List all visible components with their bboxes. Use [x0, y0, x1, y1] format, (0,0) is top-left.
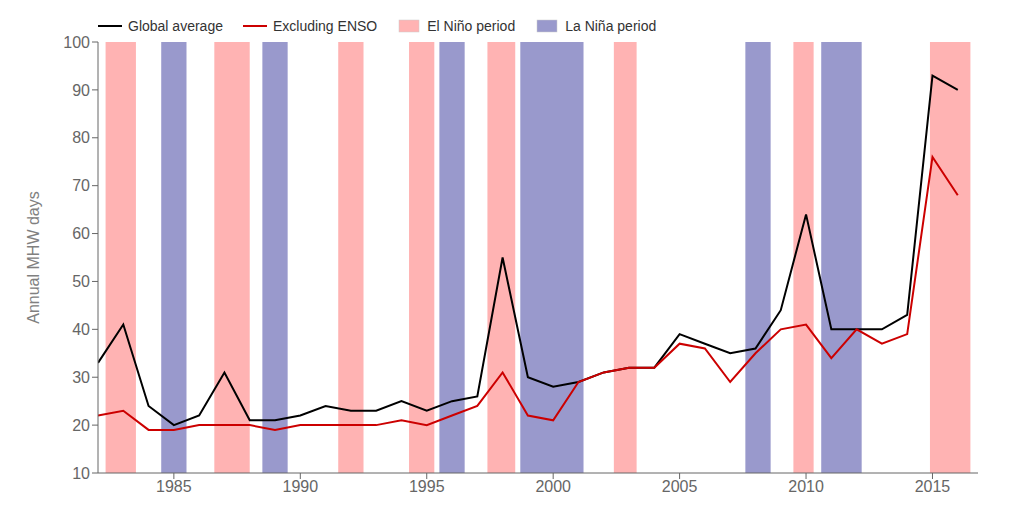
html-text:La Niña period: La Niña period [565, 18, 657, 34]
svg-text:60: 60 [72, 225, 90, 242]
svg-text:1985: 1985 [156, 478, 192, 495]
svg-text:2000: 2000 [535, 478, 571, 495]
svg-text:50: 50 [72, 273, 90, 290]
html-text:El Niño period: El Niño period [427, 18, 516, 34]
svg-text:100: 100 [63, 34, 90, 51]
svg-text:1990: 1990 [283, 478, 319, 495]
svg-text:30: 30 [72, 369, 90, 386]
svg-text:1995: 1995 [409, 478, 445, 495]
html-text:Excluding ENSO: Excluding ENSO [273, 18, 378, 34]
svg-text:2010: 2010 [788, 478, 824, 495]
svg-text:Annual MHW days: Annual MHW days [25, 191, 42, 324]
svg-text:40: 40 [72, 321, 90, 338]
svg-text:80: 80 [72, 129, 90, 146]
svg-text:2015: 2015 [915, 478, 951, 495]
svg-text:90: 90 [72, 82, 90, 99]
svg-text:10: 10 [72, 465, 90, 482]
svg-text:70: 70 [72, 177, 90, 194]
html-text:Global average: Global average [128, 18, 223, 34]
svg-text:2005: 2005 [662, 478, 698, 495]
svg-text:20: 20 [72, 417, 90, 434]
